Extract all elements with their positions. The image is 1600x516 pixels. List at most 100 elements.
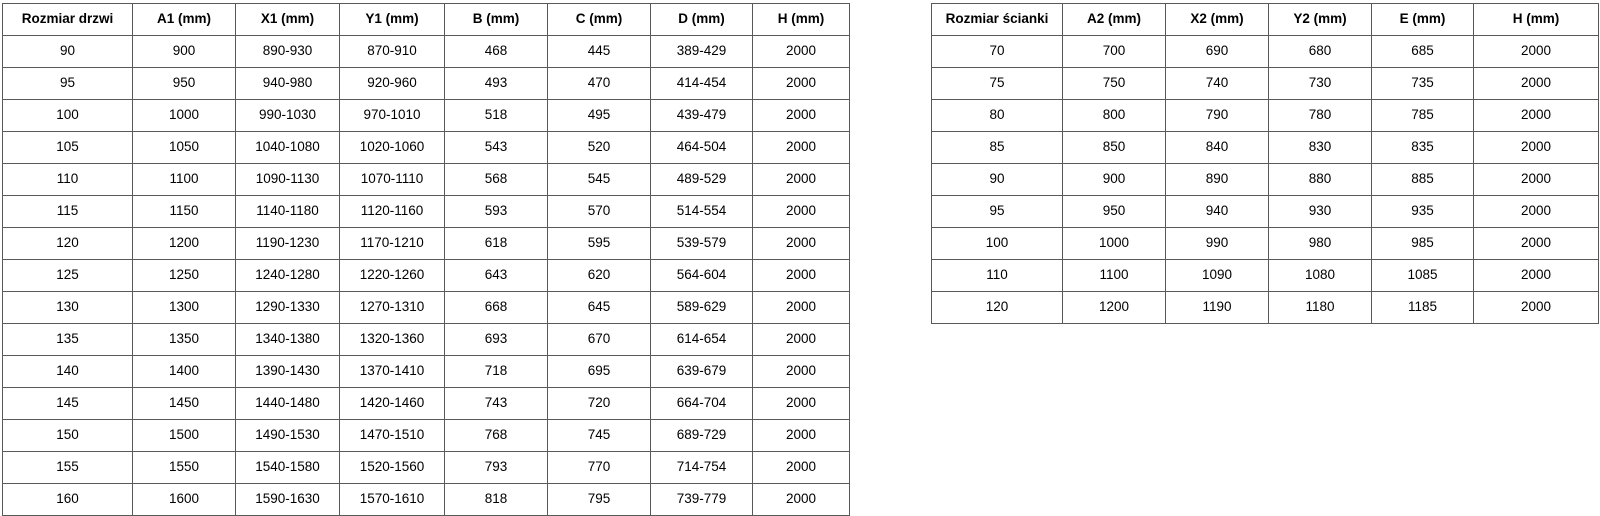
door-table-cell: 1290-1330	[235, 291, 340, 324]
door-table-cell: 545	[547, 163, 651, 196]
door-table-cell: 940-980	[235, 67, 340, 100]
door-table-cell: 389-429	[650, 35, 753, 68]
wall-table-cell: 780	[1268, 99, 1372, 132]
wall-table-cell: 1090	[1165, 259, 1269, 292]
door-table-cell: 589-629	[650, 291, 753, 324]
wall-table-cell: 940	[1165, 195, 1269, 228]
door-table-cell: 130	[2, 291, 133, 324]
door-table-column-header: A1 (mm)	[132, 3, 236, 36]
door-table-cell: 2000	[752, 291, 850, 324]
wall-table-cell: 2000	[1473, 195, 1599, 228]
door-table-cell: 1100	[132, 163, 236, 196]
door-table-cell: 768	[444, 419, 548, 452]
wall-table-cell: 685	[1371, 35, 1474, 68]
door-table-cell: 1040-1080	[235, 131, 340, 164]
door-table-cell: 670	[547, 323, 651, 356]
door-table-cell: 818	[444, 483, 548, 516]
door-table-cell: 720	[547, 387, 651, 420]
door-table-cell: 645	[547, 291, 651, 324]
wall-table-cell: 890	[1165, 163, 1269, 196]
wall-table-row: 110 1100 1090 1080 1085 2000	[931, 259, 1599, 292]
door-table-cell: 1070-1110	[339, 163, 445, 196]
door-table-head: Rozmiar drzwi A1 (mm) X1 (mm) Y1 (mm) B (mm)…	[2, 3, 850, 36]
wall-table-cell: 80	[931, 99, 1063, 132]
door-table-column-header: Rozmiar drzwi	[2, 3, 133, 36]
wall-table-cell: 1190	[1165, 291, 1269, 324]
door-table-cell: 970-1010	[339, 99, 445, 132]
door-table-cell: 770	[547, 451, 651, 484]
wall-table-column-header: X2 (mm)	[1165, 3, 1269, 36]
door-table-cell: 95	[2, 67, 133, 100]
wall-table-cell: 1180	[1268, 291, 1372, 324]
wall-table-cell: 835	[1371, 131, 1474, 164]
wall-table-cell: 2000	[1473, 291, 1599, 324]
wall-table-cell: 930	[1268, 195, 1372, 228]
door-table-cell: 1600	[132, 483, 236, 516]
wall-table-column-header: H (mm)	[1473, 3, 1599, 36]
door-table-column-header: B (mm)	[444, 3, 548, 36]
door-table-row: 130 1300 1290-1330 1270-1310 668 645 589-629 20…	[2, 291, 850, 324]
door-table-cell: 568	[444, 163, 548, 196]
door-table-cell: 2000	[752, 67, 850, 100]
door-table-cell: 1250	[132, 259, 236, 292]
door-table-cell: 1200	[132, 227, 236, 260]
door-table-cell: 664-704	[650, 387, 753, 420]
door-table-cell: 714-754	[650, 451, 753, 484]
wall-table-column-header: E (mm)	[1371, 3, 1474, 36]
door-table-cell: 990-1030	[235, 99, 340, 132]
door-table-cell: 90	[2, 35, 133, 68]
door-table-cell: 1240-1280	[235, 259, 340, 292]
door-table-cell: 2000	[752, 35, 850, 68]
door-table-cell: 1050	[132, 131, 236, 164]
wall-table-cell: 2000	[1473, 99, 1599, 132]
wall-table-cell: 70	[931, 35, 1063, 68]
door-table-cell: 1420-1460	[339, 387, 445, 420]
door-table-cell: 2000	[752, 131, 850, 164]
door-table-row: 140 1400 1390-1430 1370-1410 718 695 639-679 20…	[2, 355, 850, 388]
wall-table-cell: 735	[1371, 67, 1474, 100]
door-table-cell: 2000	[752, 259, 850, 292]
door-table-cell: 110	[2, 163, 133, 196]
door-table-row: 160 1600 1590-1630 1570-1610 818 795 739-779 20…	[2, 483, 850, 516]
door-table-row: 150 1500 1490-1530 1470-1510 768 745 689-729 20…	[2, 419, 850, 452]
door-table-cell: 950	[132, 67, 236, 100]
door-table-cell: 1540-1580	[235, 451, 340, 484]
door-table-cell: 795	[547, 483, 651, 516]
door-table-cell: 539-579	[650, 227, 753, 260]
door-table-cell: 489-529	[650, 163, 753, 196]
wall-table-row: 95 950 940 930 935 2000	[931, 195, 1599, 228]
door-table-cell: 620	[547, 259, 651, 292]
door-table-cell: 618	[444, 227, 548, 260]
door-table-cell: 1450	[132, 387, 236, 420]
door-table-cell: 1270-1310	[339, 291, 445, 324]
door-table-cell: 745	[547, 419, 651, 452]
wall-table-cell: 785	[1371, 99, 1474, 132]
wall-table-cell: 985	[1371, 227, 1474, 260]
door-size-table-container: Rozmiar drzwi A1 (mm) X1 (mm) Y1 (mm) B (mm)…	[2, 3, 850, 516]
door-table-cell: 1390-1430	[235, 355, 340, 388]
door-table-cell: 739-779	[650, 483, 753, 516]
door-table-cell: 2000	[752, 227, 850, 260]
door-table-cell: 2000	[752, 323, 850, 356]
door-table-cell: 570	[547, 195, 651, 228]
door-table-row: 95 950 940-980 920-960 493 470 414-454 2000	[2, 67, 850, 100]
door-table-cell: 695	[547, 355, 651, 388]
door-table-cell: 718	[444, 355, 548, 388]
door-table-row: 120 1200 1190-1230 1170-1210 618 595 539-579 20…	[2, 227, 850, 260]
door-table-cell: 668	[444, 291, 548, 324]
wall-table-cell: 75	[931, 67, 1063, 100]
door-table-row: 115 1150 1140-1180 1120-1160 593 570 514-554 20…	[2, 195, 850, 228]
door-table-cell: 145	[2, 387, 133, 420]
wall-table-cell: 730	[1268, 67, 1372, 100]
wall-table-cell: 1100	[1062, 259, 1166, 292]
door-table-cell: 2000	[752, 483, 850, 516]
door-table-cell: 2000	[752, 195, 850, 228]
door-table-cell: 1550	[132, 451, 236, 484]
wall-table-cell: 980	[1268, 227, 1372, 260]
wall-table-row: 85 850 840 830 835 2000	[931, 131, 1599, 164]
wall-table-cell: 740	[1165, 67, 1269, 100]
door-table-column-header: X1 (mm)	[235, 3, 340, 36]
door-table-cell: 125	[2, 259, 133, 292]
door-table-cell: 1440-1480	[235, 387, 340, 420]
door-table-row: 145 1450 1440-1480 1420-1460 743 720 664-704 20…	[2, 387, 850, 420]
